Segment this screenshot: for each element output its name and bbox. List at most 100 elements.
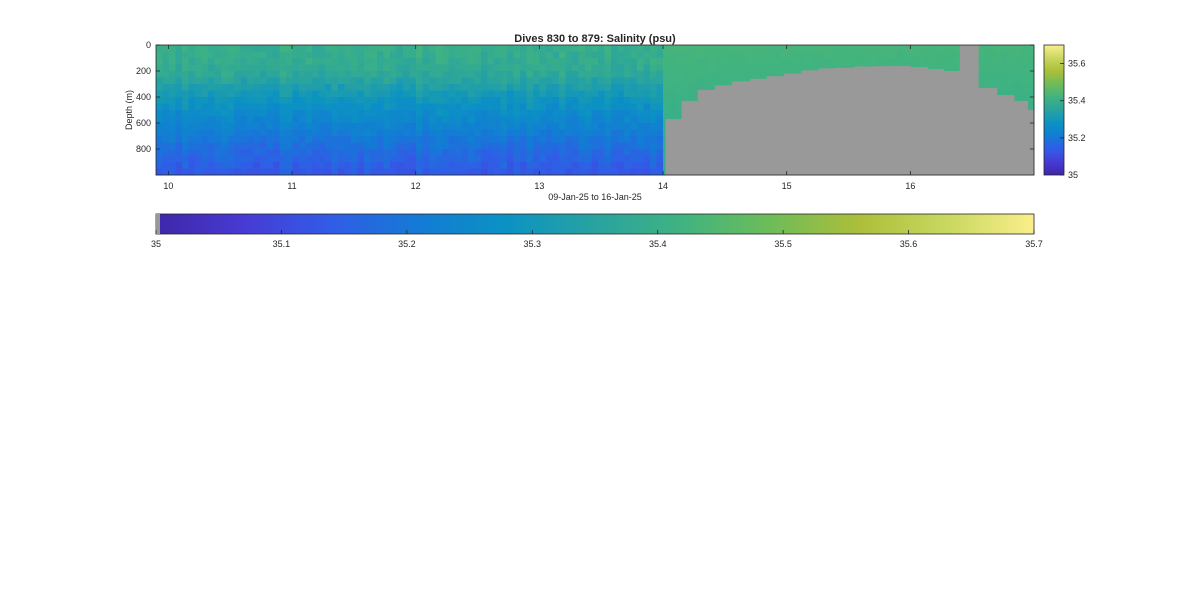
heatmap-cell: [403, 116, 410, 124]
heatmap-cell: [1007, 71, 1015, 78]
heatmap-cell: [253, 136, 261, 143]
heatmap-cell: [201, 136, 209, 143]
heatmap-cell: [182, 90, 189, 98]
heatmap-cell: [247, 45, 254, 52]
heatmap-cell: [201, 90, 209, 98]
heatmap-cell: [780, 45, 787, 52]
heatmap-cell: [156, 155, 163, 163]
heatmap-cell: [201, 51, 209, 59]
heatmap-cell: [416, 97, 423, 104]
heatmap-cell: [955, 58, 963, 65]
heatmap-cell: [461, 64, 469, 72]
heatmap-cell: [383, 129, 391, 137]
colorbar-bottom-tick-label: 35.7: [1025, 239, 1043, 249]
heatmap-cell: [721, 64, 729, 72]
heatmap-cell: [656, 64, 664, 72]
heatmap-cell: [253, 129, 261, 137]
heatmap-cell: [442, 142, 449, 150]
heatmap-cell: [435, 168, 443, 176]
heatmap-cell: [656, 129, 664, 137]
heatmap-cell: [539, 84, 547, 91]
heatmap-cell: [474, 77, 482, 85]
heatmap-cell: [409, 51, 417, 59]
heatmap-cell: [299, 136, 306, 143]
heatmap-cell: [364, 155, 371, 163]
heatmap-cell: [338, 155, 345, 163]
heatmap-cell: [409, 116, 417, 124]
heatmap-cell: [689, 71, 696, 78]
heatmap-cell: [604, 77, 612, 85]
heatmap-cell: [585, 58, 592, 65]
heatmap-cell: [162, 77, 170, 85]
heatmap-cell: [565, 45, 573, 52]
heatmap-cell: [643, 51, 651, 59]
heatmap-cell: [461, 103, 469, 111]
heatmap-cell: [175, 136, 183, 143]
heatmap-cell: [572, 71, 579, 78]
heatmap-cell: [234, 71, 241, 78]
heatmap-cell: [325, 77, 332, 85]
heatmap-cell: [286, 149, 293, 156]
heatmap-cell: [429, 64, 436, 72]
heatmap-cell: [390, 123, 397, 130]
heatmap-cell: [578, 90, 586, 98]
heatmap-cell: [539, 136, 547, 143]
heatmap-cell: [513, 110, 521, 117]
heatmap-cell: [591, 136, 599, 143]
heatmap-cell: [533, 110, 540, 117]
heatmap-cell: [260, 103, 267, 111]
heatmap-cell: [175, 110, 183, 117]
heatmap-cell: [650, 58, 657, 65]
heatmap-cell: [780, 58, 787, 65]
heatmap-cell: [357, 77, 365, 85]
heatmap-cell: [474, 142, 482, 150]
heatmap-cell: [650, 64, 657, 72]
heatmap-cell: [455, 51, 462, 59]
heatmap-cell: [526, 162, 534, 169]
heatmap-cell: [279, 136, 287, 143]
heatmap-cell: [559, 162, 566, 169]
heatmap-cell: [806, 58, 813, 65]
heatmap-cell: [240, 155, 248, 163]
heatmap-cell: [182, 149, 189, 156]
heatmap-cell: [806, 51, 813, 59]
heatmap-cell: [448, 64, 456, 72]
heatmap-cell: [338, 45, 345, 52]
heatmap-cell: [559, 168, 566, 176]
heatmap-cell: [617, 71, 625, 78]
heatmap-cell: [305, 129, 313, 137]
heatmap-cell: [916, 58, 924, 65]
heatmap-cell: [936, 45, 943, 52]
heatmap-cell: [487, 64, 495, 72]
heatmap-cell: [760, 64, 768, 72]
heatmap-cell: [819, 51, 826, 59]
heatmap-cell: [682, 51, 690, 59]
heatmap-cell: [630, 149, 638, 156]
heatmap-cell: [565, 51, 573, 59]
heatmap-cell: [195, 84, 202, 91]
heatmap-cell: [533, 84, 540, 91]
heatmap-cell: [500, 110, 508, 117]
heatmap-cell: [292, 136, 300, 143]
heatmap-cell: [500, 162, 508, 169]
heatmap-cell: [182, 162, 189, 169]
heatmap-cell: [409, 97, 417, 104]
heatmap-cell: [175, 168, 183, 176]
heatmap-cell: [565, 149, 573, 156]
no-data-block: [943, 71, 961, 175]
heatmap-cell: [799, 45, 807, 52]
heatmap-cell: [513, 103, 521, 111]
heatmap-cell: [526, 77, 534, 85]
heatmap-cell: [318, 168, 326, 176]
heatmap-cell: [260, 129, 267, 137]
heatmap-cell: [851, 58, 859, 65]
heatmap-cell: [637, 142, 644, 150]
heatmap-cell: [429, 116, 436, 124]
heatmap-cell: [630, 136, 638, 143]
heatmap-cell: [240, 110, 248, 117]
heatmap-cell: [169, 45, 176, 52]
heatmap-cell: [513, 123, 521, 130]
heatmap-cell: [325, 136, 332, 143]
heatmap-cell: [435, 58, 443, 65]
heatmap-cell: [669, 77, 677, 85]
